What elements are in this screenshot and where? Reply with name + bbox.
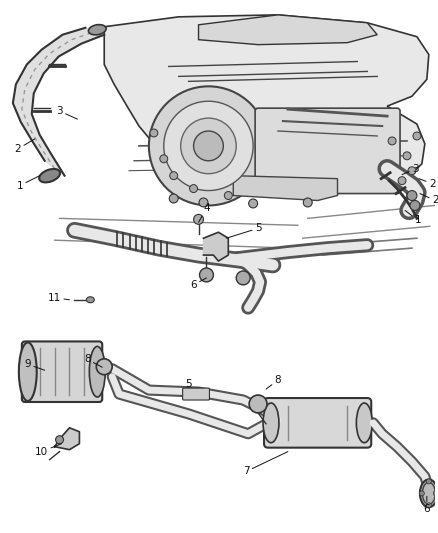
FancyBboxPatch shape (255, 108, 400, 193)
Polygon shape (104, 15, 429, 196)
Polygon shape (13, 28, 104, 176)
Circle shape (236, 271, 250, 285)
Circle shape (420, 491, 424, 496)
Text: 5: 5 (226, 223, 261, 238)
Circle shape (150, 129, 158, 137)
Text: 1: 1 (17, 176, 40, 191)
Text: 8: 8 (84, 354, 102, 367)
Circle shape (303, 198, 312, 207)
Text: 9: 9 (25, 359, 45, 370)
Circle shape (410, 200, 420, 211)
Circle shape (413, 132, 421, 140)
Ellipse shape (89, 346, 105, 397)
Circle shape (149, 86, 268, 205)
Circle shape (56, 436, 64, 443)
Circle shape (224, 191, 232, 199)
Text: 6: 6 (424, 496, 430, 514)
FancyBboxPatch shape (22, 342, 102, 402)
Circle shape (199, 198, 208, 207)
Circle shape (249, 199, 258, 208)
Text: 6: 6 (190, 278, 206, 290)
Text: 11: 11 (48, 293, 70, 303)
Polygon shape (55, 428, 79, 450)
Ellipse shape (263, 403, 279, 443)
Text: 4: 4 (198, 204, 210, 222)
Ellipse shape (19, 342, 37, 401)
Text: 1: 1 (405, 211, 421, 225)
Ellipse shape (88, 25, 106, 35)
Text: 3: 3 (56, 106, 78, 119)
Polygon shape (198, 15, 377, 45)
Circle shape (194, 214, 204, 224)
Circle shape (398, 176, 406, 184)
Text: 2: 2 (419, 179, 435, 189)
Circle shape (96, 359, 112, 375)
Text: 10: 10 (35, 443, 62, 457)
Circle shape (426, 479, 431, 484)
Circle shape (180, 118, 236, 174)
Circle shape (190, 184, 198, 192)
Text: 2: 2 (14, 139, 35, 154)
FancyBboxPatch shape (183, 388, 209, 400)
Ellipse shape (86, 297, 94, 303)
Ellipse shape (357, 403, 372, 443)
Text: 2: 2 (420, 193, 438, 206)
Circle shape (403, 152, 411, 160)
Circle shape (249, 395, 267, 413)
Circle shape (194, 131, 223, 161)
Circle shape (408, 167, 416, 175)
Text: 8: 8 (266, 375, 281, 389)
Circle shape (407, 191, 417, 200)
Circle shape (200, 268, 213, 282)
FancyBboxPatch shape (264, 398, 371, 448)
Text: 5: 5 (185, 379, 192, 389)
Polygon shape (204, 232, 228, 261)
Ellipse shape (420, 479, 438, 507)
Ellipse shape (39, 169, 60, 182)
Text: 3: 3 (402, 164, 419, 175)
Circle shape (388, 137, 396, 145)
Polygon shape (233, 176, 338, 200)
Circle shape (160, 155, 168, 163)
Circle shape (164, 101, 253, 191)
Circle shape (169, 194, 178, 203)
Circle shape (426, 503, 431, 508)
Text: 7: 7 (243, 451, 288, 477)
Ellipse shape (422, 482, 435, 504)
Circle shape (170, 172, 178, 180)
Circle shape (433, 491, 438, 496)
